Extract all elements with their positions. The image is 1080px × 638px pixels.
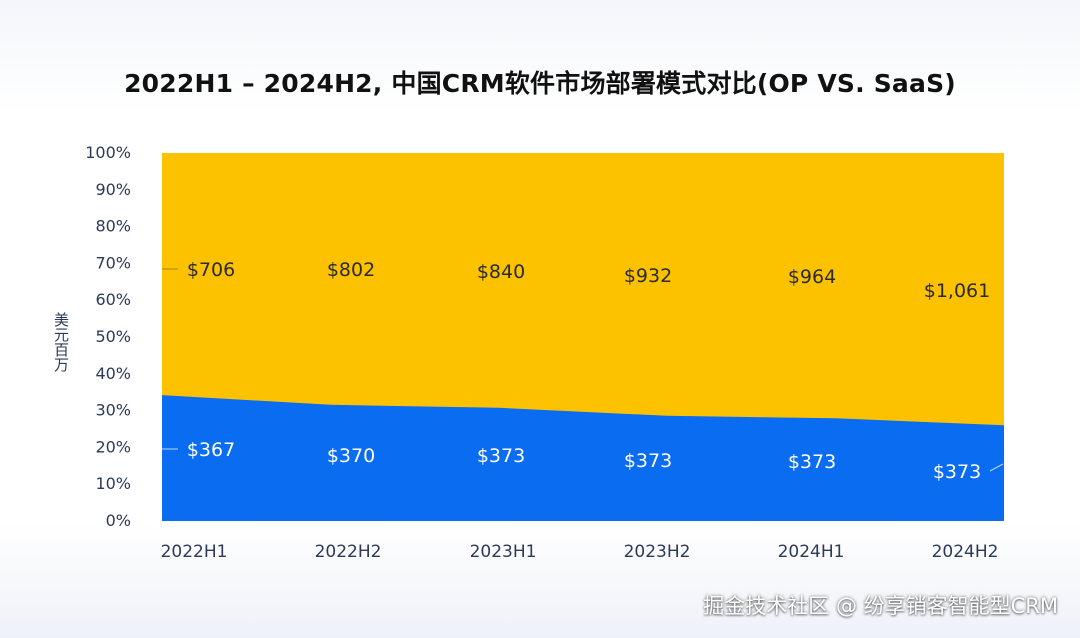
y-tick-label: 40% bbox=[95, 364, 131, 383]
y-tick-label: 50% bbox=[95, 327, 131, 346]
watermark-text: 掘金技术社区 @ 纷享销客智能型CRM bbox=[703, 594, 1058, 618]
data-label-upper: $932 bbox=[624, 265, 672, 287]
chart-title: 2022H1 – 2024H2, 中国CRM软件市场部署模式对比(OP VS. … bbox=[124, 69, 956, 98]
y-tick-label: 60% bbox=[95, 290, 131, 309]
y-tick-label: 100% bbox=[85, 143, 131, 162]
y-tick-label: 70% bbox=[95, 253, 131, 272]
area-layer bbox=[162, 153, 1004, 521]
x-tick-label: 2023H1 bbox=[470, 542, 537, 562]
data-label-lower: $373 bbox=[477, 445, 525, 467]
y-tick-label: 20% bbox=[95, 437, 131, 456]
data-label-upper: $840 bbox=[477, 261, 525, 283]
data-label-lower: $367 bbox=[187, 439, 235, 461]
data-label-upper: $706 bbox=[187, 259, 235, 281]
data-label-upper: $964 bbox=[788, 266, 836, 288]
data-label-lower: $370 bbox=[327, 445, 375, 467]
area-series-lower bbox=[162, 395, 1004, 521]
x-tick-label: 2024H2 bbox=[932, 542, 999, 562]
x-tick-label: 2023H2 bbox=[624, 542, 691, 562]
data-label-lower: $373 bbox=[788, 451, 836, 473]
x-tick-label: 2022H1 bbox=[161, 542, 228, 562]
data-labels: $706 $802 $840 $932 $964 $1,061 $367 $370 $373 $3… bbox=[162, 259, 1004, 483]
y-tick-labels: 0% 10% 20% 30% 40% 50% 60% 70% 80% 90% 100% bbox=[85, 143, 131, 530]
data-label-upper: $802 bbox=[327, 259, 375, 281]
x-tick-labels: 2022H1 2022H2 2023H1 2023H2 2024H1 2024H2 bbox=[161, 542, 999, 562]
data-label-upper: $1,061 bbox=[924, 280, 990, 302]
y-tick-label: 90% bbox=[95, 180, 131, 199]
y-tick-label: 10% bbox=[95, 474, 131, 493]
y-tick-label: 80% bbox=[95, 217, 131, 236]
data-label-lower: $373 bbox=[624, 450, 672, 472]
x-tick-label: 2022H2 bbox=[315, 542, 382, 562]
data-label-lower: $373 bbox=[933, 461, 981, 483]
leader-line bbox=[989, 463, 1004, 472]
y-tick-label: 30% bbox=[95, 401, 131, 420]
x-tick-label: 2024H1 bbox=[778, 542, 845, 562]
y-tick-label: 0% bbox=[106, 511, 131, 530]
y-axis-label: 美元百万 bbox=[52, 312, 70, 372]
